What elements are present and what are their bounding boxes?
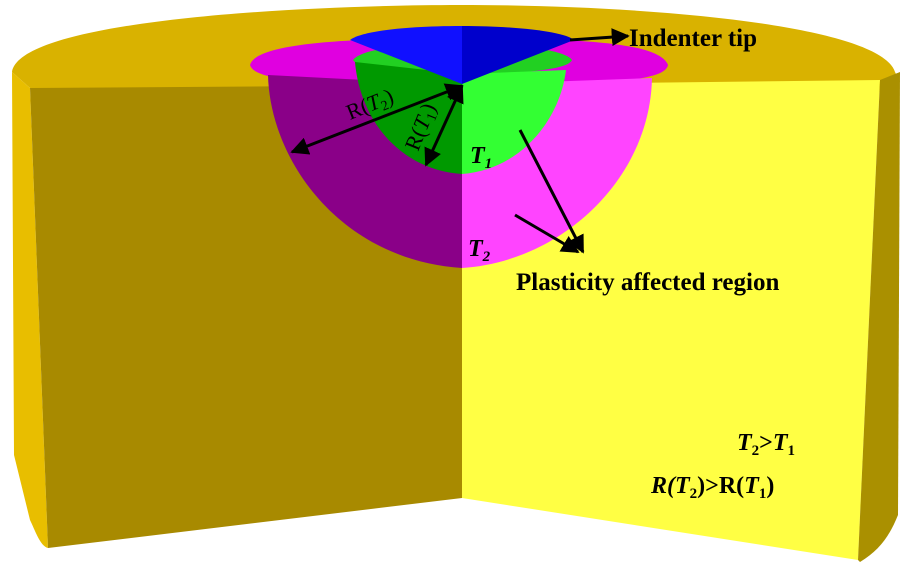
temperature-relation: T2>T1 xyxy=(737,430,795,459)
inner-zone-right-section xyxy=(462,70,566,174)
radius-t1-label: R(T1) xyxy=(399,99,443,155)
radius-t1-arrow xyxy=(424,84,464,167)
plasticity-region-label: Plasticity affected region xyxy=(516,269,779,296)
indenter-left-face xyxy=(350,26,462,84)
plasticity-arrow-1 xyxy=(518,129,585,254)
cylinder-right-rim xyxy=(858,72,900,562)
t2-label: T2 xyxy=(468,236,491,265)
radius-relation: R(T2)>R(T1) xyxy=(650,473,774,502)
cylinder-left-rim xyxy=(12,72,48,548)
plasticity-arrow-2 xyxy=(514,213,580,254)
indenter-tip-label: Indenter tip xyxy=(629,25,757,52)
indenter-right-face xyxy=(462,26,574,84)
t1-label: T1 xyxy=(470,143,492,172)
indenter-tip-arrow xyxy=(569,28,630,47)
